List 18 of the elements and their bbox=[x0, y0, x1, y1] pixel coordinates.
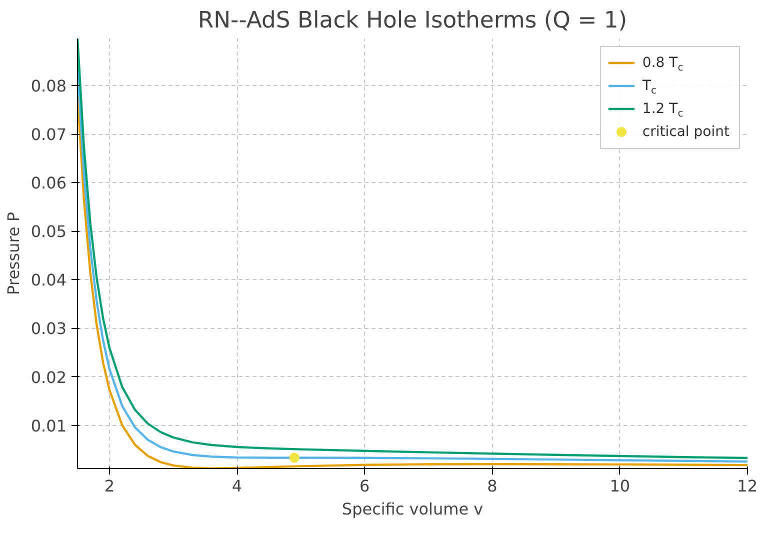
y-tick-label: 0.08 bbox=[30, 76, 66, 96]
y-tick-label: 0.06 bbox=[30, 174, 66, 193]
y-tick-label: 0.01 bbox=[30, 416, 66, 436]
y-tick-label: 0.02 bbox=[30, 368, 66, 387]
x-tick-label: 2 bbox=[104, 476, 114, 496]
x-tick-label: 4 bbox=[232, 476, 242, 496]
legend-label: critical point bbox=[642, 124, 730, 140]
x-tick-label: 8 bbox=[487, 476, 498, 496]
y-tick-label: 0.07 bbox=[30, 125, 66, 144]
x-tick-label: 6 bbox=[360, 476, 370, 496]
x-tick-label: 10 bbox=[610, 476, 630, 496]
y-tick-label: 0.03 bbox=[30, 319, 66, 338]
y-tick-label: 0.04 bbox=[30, 270, 66, 290]
y-tick-label: 0.05 bbox=[30, 222, 66, 242]
x-tick-label: 12 bbox=[737, 476, 758, 496]
x-axis-title: Specific volume v bbox=[342, 500, 484, 518]
chart-title: RN--AdS Black Hole Isotherms (Q = 1) bbox=[198, 8, 628, 34]
y-axis-title: Pressure P bbox=[4, 212, 23, 296]
